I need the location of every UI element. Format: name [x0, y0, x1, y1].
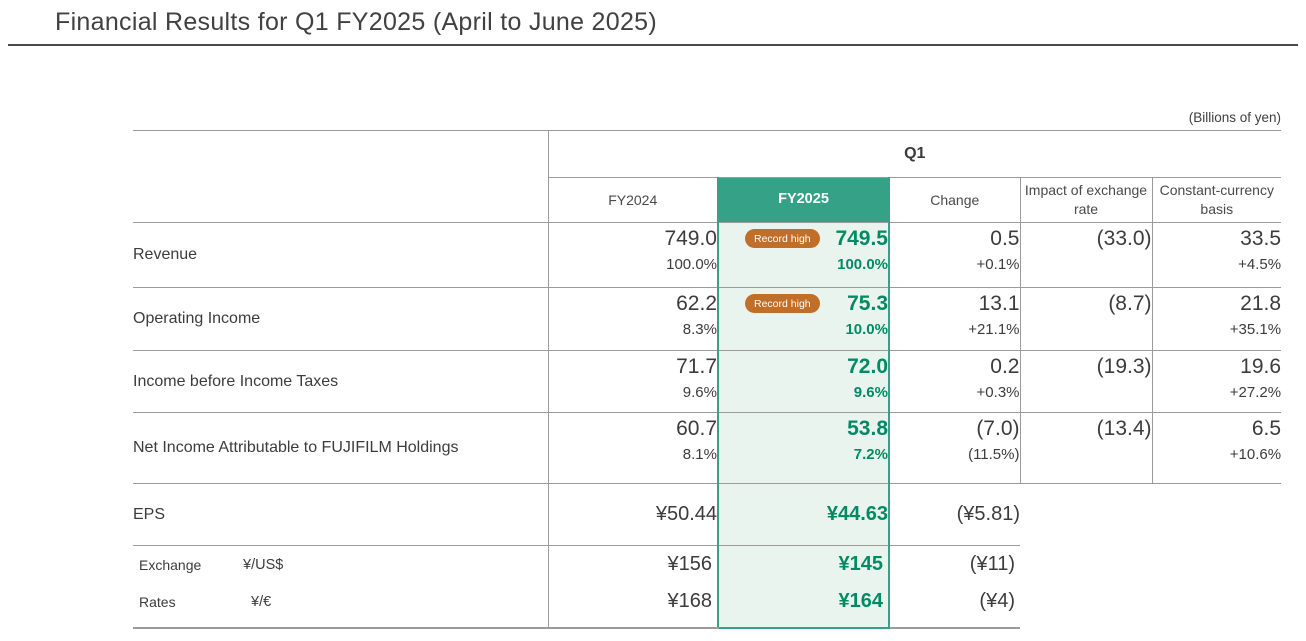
- group-header-q1: Q1: [548, 130, 1282, 178]
- table-row-net-income: Net Income Attributable to FUJIFILM Hold…: [133, 412, 1282, 484]
- title-underline: [8, 44, 1298, 46]
- cell-fy2025: Record high 75.3 10.0%: [717, 287, 890, 351]
- cell-constant-currency: 21.8 +35.1%: [1151, 287, 1282, 351]
- row-label: Net Income Attributable to FUJIFILM Hold…: [133, 412, 549, 484]
- table-row-eps: EPS ¥50.44 ¥44.63 (¥5.81): [133, 483, 1281, 546]
- table-row-operating-income: Operating Income 62.2 8.3% Record high 7…: [133, 287, 1282, 351]
- col-header-constant-currency-basis: Constant-currency basis: [1151, 177, 1282, 223]
- empty-cell: [1020, 546, 1152, 628]
- cell-impact: (13.4): [1019, 412, 1152, 484]
- cell-fy2024: 71.7 9.6%: [548, 350, 718, 413]
- col-header-impact-of-exchange-rate: Impact of exchange rate: [1019, 177, 1152, 223]
- row-label: Income before Income Taxes: [133, 350, 549, 413]
- cell-fy2024: 60.7 8.1%: [548, 412, 718, 484]
- row-label-exchange-rates: Exchange ¥/US$ Rates ¥/€: [133, 545, 549, 629]
- empty-cell: [1152, 484, 1281, 546]
- cell-fy2024: ¥50.44: [548, 483, 718, 546]
- cell-fy2025: 53.8 7.2%: [717, 412, 890, 484]
- table-row-revenue: Revenue 749.0 100.0% Record high 749.5 1…: [133, 222, 1282, 288]
- cell-constant-currency: 6.5 +10.6%: [1151, 412, 1282, 484]
- col-header-fy2024: FY2024: [548, 177, 718, 223]
- row-label: Operating Income: [133, 287, 549, 351]
- col-header-fy2025: FY2025: [717, 177, 890, 223]
- record-high-badge: Record high: [745, 228, 820, 249]
- empty-cell: [1020, 484, 1152, 546]
- cell-fy2025: ¥145 ¥164: [717, 545, 890, 629]
- cell-fy2025: Record high 749.5 100.0%: [717, 222, 890, 288]
- cell-change: (¥5.81): [889, 483, 1020, 546]
- cell-fy2025: ¥44.63: [717, 483, 890, 546]
- corner-cell: [133, 130, 549, 223]
- cell-fy2025: 72.0 9.6%: [717, 350, 890, 413]
- col-header-change: Change: [889, 177, 1020, 223]
- financial-results-table: Q1 FY2024 FY2025 Change Impact of exchan…: [133, 130, 1282, 629]
- cell-impact: (19.3): [1019, 350, 1152, 413]
- cell-constant-currency: 33.5 +4.5%: [1151, 222, 1282, 288]
- cell-fy2024: ¥156 ¥168: [548, 545, 718, 629]
- page-title: Financial Results for Q1 FY2025 (April t…: [55, 8, 658, 36]
- unit-note: (Billions of yen): [1188, 110, 1281, 125]
- cell-change: 13.1 +21.1%: [889, 287, 1020, 351]
- cell-constant-currency: 19.6 +27.2%: [1151, 350, 1282, 413]
- row-label: Revenue: [133, 222, 549, 288]
- table-row-income-before-taxes: Income before Income Taxes 71.7 9.6% 72.…: [133, 350, 1282, 413]
- cell-change: 0.2 +0.3%: [889, 350, 1020, 413]
- cell-fy2024: 62.2 8.3%: [548, 287, 718, 351]
- empty-cell: [1152, 546, 1281, 628]
- record-high-badge: Record high: [745, 293, 820, 314]
- cell-impact: (33.0): [1019, 222, 1152, 288]
- cell-change: (¥11) (¥4): [889, 545, 1020, 629]
- cell-fy2024: 749.0 100.0%: [548, 222, 718, 288]
- cell-change: 0.5 +0.1%: [889, 222, 1020, 288]
- row-label: EPS: [133, 483, 549, 546]
- table-row-exchange-rates: Exchange ¥/US$ Rates ¥/€ ¥156 ¥168 ¥145 …: [133, 545, 1281, 629]
- cell-change: (7.0) (11.5%): [889, 412, 1020, 484]
- cell-impact: (8.7): [1019, 287, 1152, 351]
